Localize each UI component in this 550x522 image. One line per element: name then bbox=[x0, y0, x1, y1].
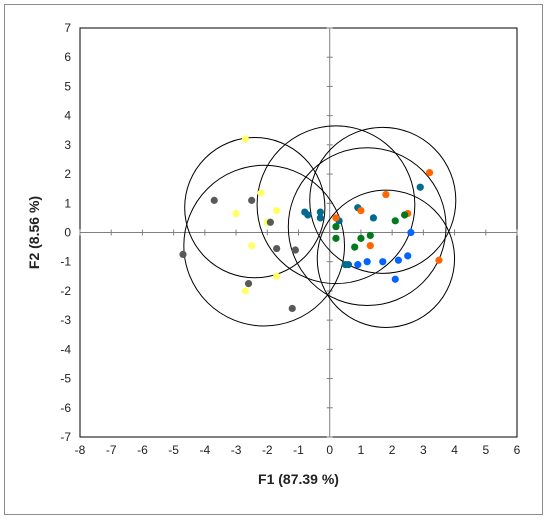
data-point bbox=[404, 252, 412, 260]
x-tick-label: -1 bbox=[293, 443, 304, 457]
data-point bbox=[401, 211, 409, 219]
labels-layer: -8 -7 -6 -5 -4 -3 -2 -1 0 1 2 3 4 5 6 -7 -6 -5 -4 -3 -2 -1 0 1 2… bbox=[60, 21, 520, 457]
group-circle bbox=[184, 137, 326, 279]
data-point bbox=[332, 223, 340, 231]
data-point bbox=[266, 218, 275, 226]
data-point bbox=[426, 169, 434, 177]
data-point bbox=[241, 135, 250, 143]
data-point bbox=[248, 196, 256, 204]
y-tick-label: 6 bbox=[64, 50, 71, 64]
x-tick-label: -4 bbox=[200, 443, 211, 457]
data-point bbox=[248, 242, 256, 250]
data-point bbox=[241, 287, 250, 295]
data-point bbox=[369, 214, 378, 222]
data-point bbox=[344, 261, 353, 269]
x-tick-label: -2 bbox=[262, 443, 273, 457]
x-tick-label: 2 bbox=[389, 443, 396, 457]
data-point bbox=[382, 190, 390, 199]
x-tick-label: -8 bbox=[75, 443, 86, 457]
data-point bbox=[366, 231, 374, 240]
x-tick-label: 4 bbox=[451, 443, 458, 457]
y-tick-label: 3 bbox=[64, 138, 71, 152]
group-circle bbox=[287, 147, 447, 307]
data-point bbox=[354, 261, 362, 269]
y-tick-label: 4 bbox=[64, 109, 71, 123]
x-tick-label: -3 bbox=[231, 443, 242, 457]
data-point bbox=[391, 217, 399, 225]
y-axis-title: F2 (8.56 %) bbox=[26, 196, 42, 269]
x-tick-label: 1 bbox=[358, 443, 365, 457]
y-tick-label: 2 bbox=[64, 167, 71, 181]
y-tick-label: 5 bbox=[64, 79, 71, 93]
data-point bbox=[273, 244, 281, 253]
data-point bbox=[332, 214, 340, 222]
data-point bbox=[291, 246, 299, 254]
group-circle bbox=[316, 189, 456, 328]
x-tick-label: -5 bbox=[168, 443, 179, 457]
data-point bbox=[332, 234, 340, 242]
x-tick-label: -7 bbox=[106, 443, 117, 457]
circles-layer bbox=[183, 125, 457, 328]
x-tick-label: 6 bbox=[514, 443, 521, 457]
y-tick-label: -3 bbox=[60, 313, 71, 327]
data-point bbox=[179, 250, 187, 259]
group-circle bbox=[309, 126, 457, 274]
points-layer bbox=[179, 135, 443, 313]
chart-frame bbox=[4, 4, 543, 515]
y-tick-label: -1 bbox=[60, 255, 71, 269]
data-point bbox=[407, 228, 415, 237]
x-axis-title: F1 (87.39 %) bbox=[258, 471, 339, 487]
data-point bbox=[316, 214, 324, 222]
data-point bbox=[391, 275, 399, 283]
data-point bbox=[435, 256, 443, 264]
data-point bbox=[351, 243, 359, 251]
y-tick-label: -5 bbox=[60, 372, 71, 386]
data-point bbox=[379, 258, 387, 266]
data-point bbox=[363, 258, 371, 266]
data-point bbox=[210, 196, 218, 204]
data-point bbox=[304, 211, 312, 219]
y-tick-label: 0 bbox=[64, 226, 71, 240]
data-point bbox=[288, 304, 296, 313]
y-tick-label: 7 bbox=[64, 21, 71, 35]
data-point bbox=[357, 234, 365, 242]
data-point bbox=[232, 209, 240, 218]
y-tick-label: -7 bbox=[60, 430, 71, 444]
data-point bbox=[357, 206, 365, 215]
y-tick-label: -6 bbox=[60, 401, 71, 415]
data-point bbox=[273, 272, 281, 280]
group-circle bbox=[256, 125, 416, 285]
y-tick-label: -4 bbox=[60, 342, 71, 356]
group-circle bbox=[183, 164, 346, 327]
x-tick-label: -6 bbox=[137, 443, 148, 457]
axes-layer bbox=[79, 27, 518, 438]
y-tick-label: 1 bbox=[64, 196, 71, 210]
x-tick-label: 5 bbox=[482, 443, 489, 457]
data-point bbox=[366, 242, 374, 250]
data-point bbox=[273, 206, 281, 215]
data-point bbox=[416, 183, 424, 191]
data-point bbox=[394, 256, 402, 264]
data-point bbox=[257, 189, 265, 197]
data-point bbox=[244, 280, 253, 288]
y-tick-label: -2 bbox=[60, 284, 71, 298]
x-tick-label: 0 bbox=[326, 443, 333, 457]
x-tick-label: 3 bbox=[420, 443, 427, 457]
data-point bbox=[316, 208, 324, 216]
